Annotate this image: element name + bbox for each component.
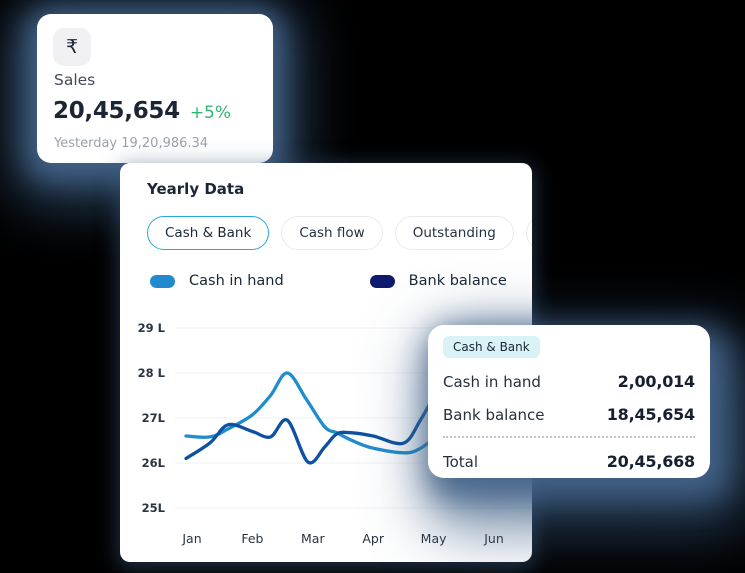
tooltip-row-label: Cash in hand	[443, 373, 541, 391]
sales-subtext: Yesterday 19,20,986.34	[54, 136, 209, 151]
y-axis-label: 27L	[141, 411, 165, 425]
sales-label: Sales	[54, 71, 96, 89]
tooltip-divider	[443, 436, 695, 438]
chart-legend: Cash in hand Bank balance	[150, 273, 507, 289]
x-axis-label: Jan	[182, 531, 202, 546]
rupee-icon: ₹	[53, 28, 91, 66]
x-axis-label: Jun	[484, 531, 504, 546]
tooltip-total-row: Total 20,45,668	[443, 452, 695, 471]
y-axis-label: 28 L	[137, 366, 165, 380]
sales-value-row: 20,45,654 +5%	[53, 98, 231, 124]
tooltip-row-label: Bank balance	[443, 406, 545, 424]
legend-label-bank-balance: Bank balance	[408, 273, 507, 289]
tab-profit-and-loss[interactable]: Profit &	[525, 216, 532, 250]
y-axis-label: 25L	[141, 501, 165, 515]
tooltip-total-value: 20,45,668	[606, 452, 695, 471]
tabs-row: Cash & Bank Cash flow Outstanding Profit…	[147, 216, 532, 250]
tooltip-row-value: 2,00,014	[617, 372, 696, 391]
tooltip-total-label: Total	[443, 453, 479, 471]
series-line-bank-balance	[184, 398, 434, 465]
sales-card: ₹ Sales 20,45,654 +5% Yesterday 19,20,98…	[37, 14, 273, 163]
x-axis-label: May	[420, 531, 447, 546]
chart-tooltip: Cash & Bank Cash in hand 2,00,014 Bank b…	[428, 325, 710, 478]
y-axis-label: 26L	[141, 456, 165, 470]
y-axis-label: 29 L	[137, 321, 165, 335]
tab-outstanding[interactable]: Outstanding	[394, 216, 514, 250]
legend-label-cash-in-hand: Cash in hand	[189, 273, 284, 289]
sales-change-badge: +5%	[189, 103, 232, 123]
panel-title: Yearly Data	[147, 180, 245, 198]
legend-item-cash-in-hand: Cash in hand	[150, 273, 284, 289]
x-axis-label: Mar	[301, 531, 325, 546]
x-axis-label: Feb	[241, 531, 264, 546]
tooltip-row-bank-balance: Bank balance 18,45,654	[443, 405, 695, 424]
tooltip-row-value: 18,45,654	[606, 405, 695, 424]
series-line-cash-in-hand	[184, 371, 434, 455]
sales-value: 20,45,654	[53, 98, 180, 124]
cash-in-hand-swatch-icon	[150, 274, 175, 288]
tab-cash-flow[interactable]: Cash flow	[281, 216, 383, 250]
tab-cash-and-bank[interactable]: Cash & Bank	[147, 216, 270, 250]
tooltip-badge: Cash & Bank	[443, 336, 540, 358]
legend-item-bank-balance: Bank balance	[369, 273, 507, 289]
x-axis-label: Apr	[362, 531, 384, 546]
tooltip-row-cash-in-hand: Cash in hand 2,00,014	[443, 372, 695, 391]
bank-balance-swatch-icon	[369, 274, 395, 288]
